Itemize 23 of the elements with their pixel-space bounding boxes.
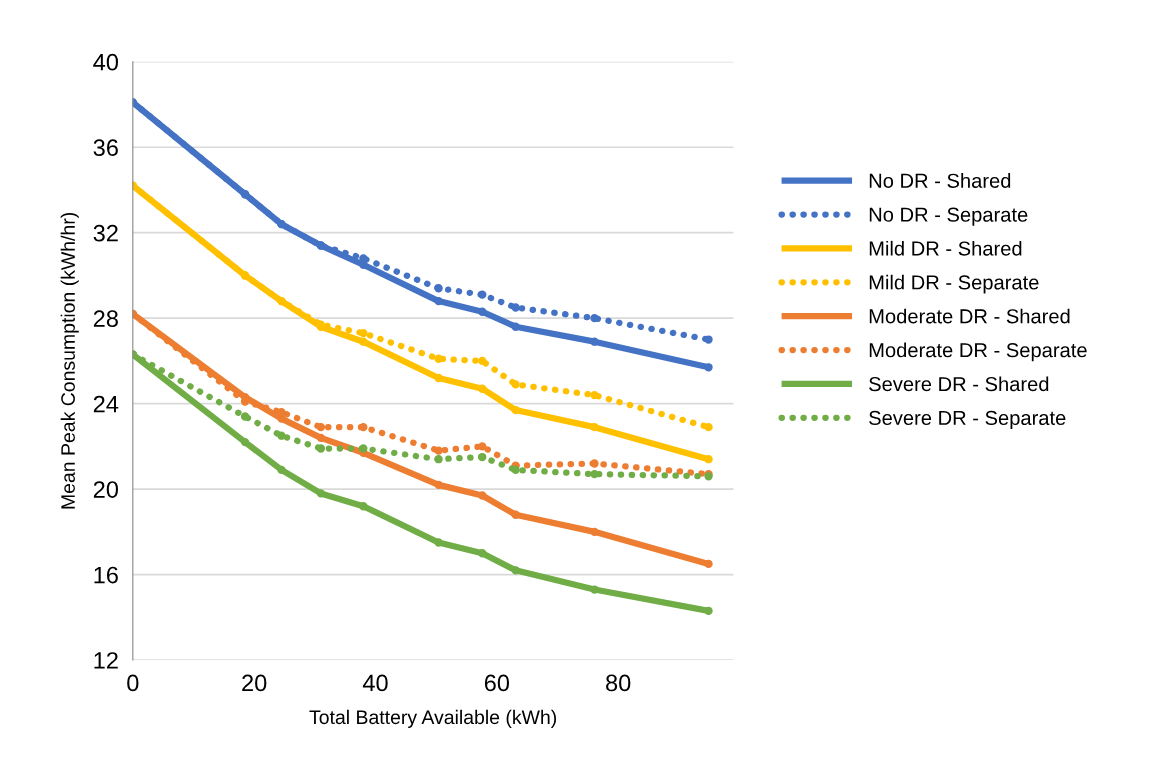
y-tick-label: 12 xyxy=(94,652,118,669)
y-tick-label: 28 xyxy=(93,310,118,327)
y-tick-label: 16 xyxy=(94,566,118,584)
x-axis-title: Total Battery Available (kWh) xyxy=(309,709,557,728)
legend-label: Moderate DR - Shared xyxy=(869,308,1070,324)
legend-label: Severe DR - Shared xyxy=(869,376,1049,392)
legend-label: No DR - Separate xyxy=(869,207,1028,226)
y-tick-label: 20 xyxy=(93,481,119,498)
y-tick-label: 24 xyxy=(93,395,119,413)
legend-label: Mild DR - Shared xyxy=(869,240,1022,256)
x-tick-label: 20 xyxy=(242,674,267,692)
y-tick-label: 36 xyxy=(93,139,118,157)
legend-label: No DR - Shared xyxy=(869,173,1011,188)
x-tick-label: 80 xyxy=(606,674,631,692)
x-tick-label: 40 xyxy=(362,674,388,692)
legend-label: Moderate DR - Separate xyxy=(869,342,1087,362)
y-tick-label: 32 xyxy=(93,224,118,242)
y-tick-label: 40 xyxy=(93,53,119,71)
legend-label: Severe DR - Separate xyxy=(869,410,1066,430)
x-tick-label: 60 xyxy=(484,674,510,692)
y-axis-title: Mean Peak Consumption (kWh/hr) xyxy=(60,212,79,509)
legend-label: Mild DR - Separate xyxy=(869,274,1039,294)
x-tick-label: 0 xyxy=(127,674,139,692)
